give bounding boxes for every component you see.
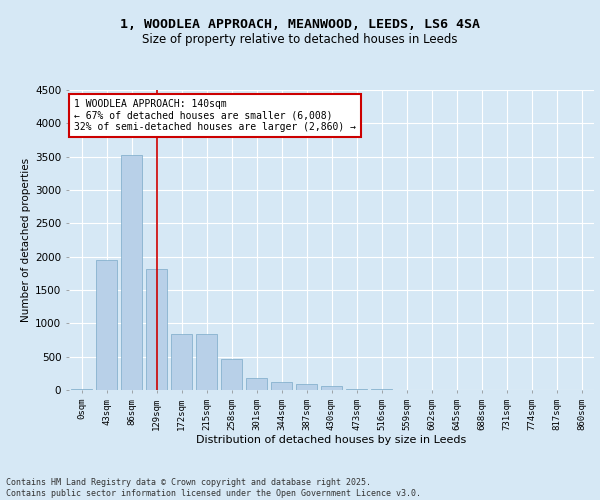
Text: Size of property relative to detached houses in Leeds: Size of property relative to detached ho… (142, 32, 458, 46)
Bar (296, 384, 317, 390)
Bar (146, 268, 167, 390)
Y-axis label: Number of detached properties: Number of detached properties (21, 158, 31, 322)
Bar (71, 388, 92, 390)
Bar (121, 156, 142, 390)
Bar (171, 334, 192, 390)
Bar (246, 378, 267, 390)
Bar (96, 260, 117, 390)
Bar (221, 360, 242, 390)
Text: 1, WOODLEA APPROACH, MEANWOOD, LEEDS, LS6 4SA: 1, WOODLEA APPROACH, MEANWOOD, LEEDS, LS… (120, 18, 480, 30)
Bar (196, 334, 217, 390)
Text: 1 WOODLEA APPROACH: 140sqm
← 67% of detached houses are smaller (6,008)
32% of s: 1 WOODLEA APPROACH: 140sqm ← 67% of deta… (74, 99, 356, 132)
Bar (271, 382, 292, 390)
Bar (321, 386, 342, 390)
Bar (346, 388, 367, 390)
Text: Contains HM Land Registry data © Crown copyright and database right 2025.
Contai: Contains HM Land Registry data © Crown c… (6, 478, 421, 498)
X-axis label: Distribution of detached houses by size in Leeds: Distribution of detached houses by size … (196, 436, 467, 446)
